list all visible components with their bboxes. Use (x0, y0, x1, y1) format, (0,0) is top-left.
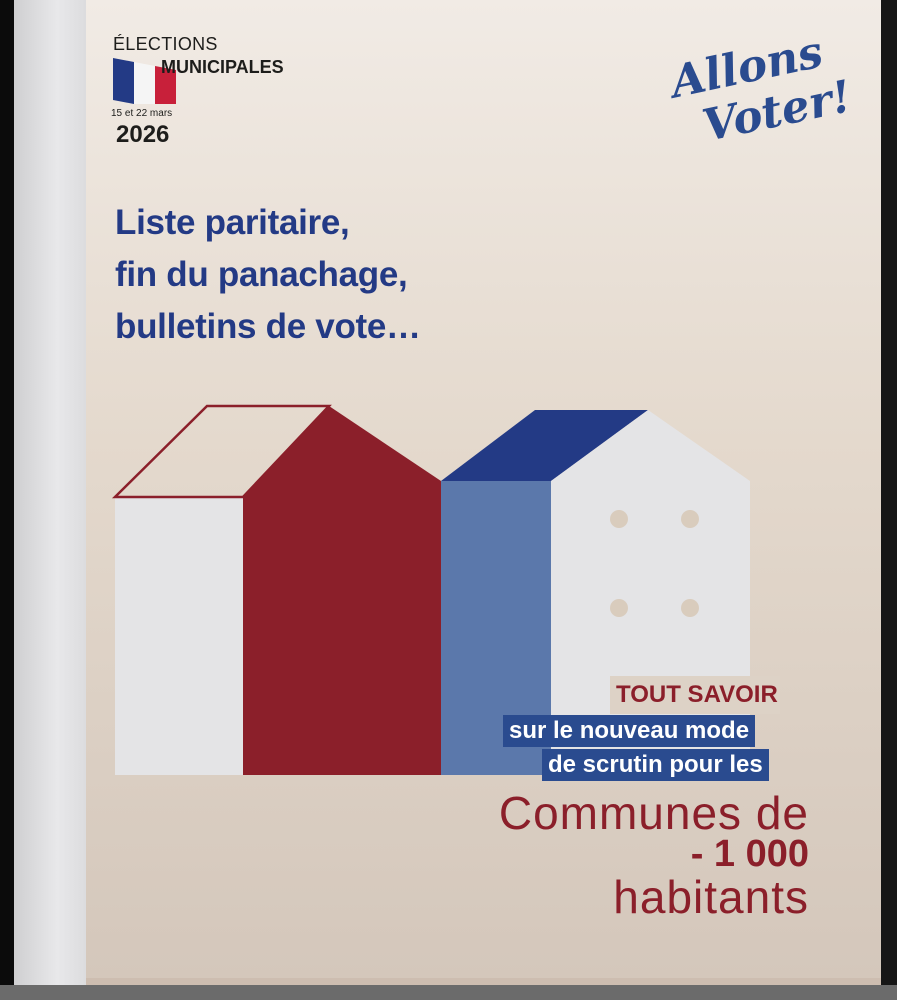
window-dot (610, 510, 628, 528)
election-dates: 15 et 22 mars (111, 108, 173, 119)
election-year: 2026 (116, 121, 170, 148)
house-red-body (243, 406, 441, 775)
tout-savoir-label: TOUT SAVOIR (610, 676, 780, 714)
bottom-strip (0, 985, 897, 1000)
poster: ÉLECTIONS MUNICIPALES 15 et 22 mars 2026… (86, 0, 881, 978)
french-flag-icon (113, 58, 176, 104)
callout-line-1: sur le nouveau mode (503, 715, 756, 747)
habitants-label: habitants (613, 871, 809, 923)
window-dot (681, 510, 699, 528)
house-left-facade (115, 497, 243, 775)
headline-line-3: bulletins de vote… (115, 307, 421, 346)
right-frame (881, 0, 897, 985)
house-blue-roof (441, 410, 648, 481)
municipales-label: MUNICIPALES (161, 57, 284, 77)
window-dot (610, 599, 628, 617)
houses-illustration (111, 404, 750, 775)
population-threshold: - 1 000 (690, 833, 809, 875)
callout-line-2: de scrutin pour les (542, 749, 769, 781)
headline-line-2: fin du panachage, (115, 255, 408, 294)
window-dot (681, 599, 699, 617)
headline-line-1: Liste paritaire, (115, 203, 350, 242)
elections-label: ÉLECTIONS (113, 34, 218, 54)
left-frame (14, 0, 86, 985)
poster-bottom-edge (86, 978, 881, 985)
communes-label: Communes de (498, 787, 809, 839)
headline: Liste paritaire, fin du panachage, bulle… (115, 197, 421, 353)
